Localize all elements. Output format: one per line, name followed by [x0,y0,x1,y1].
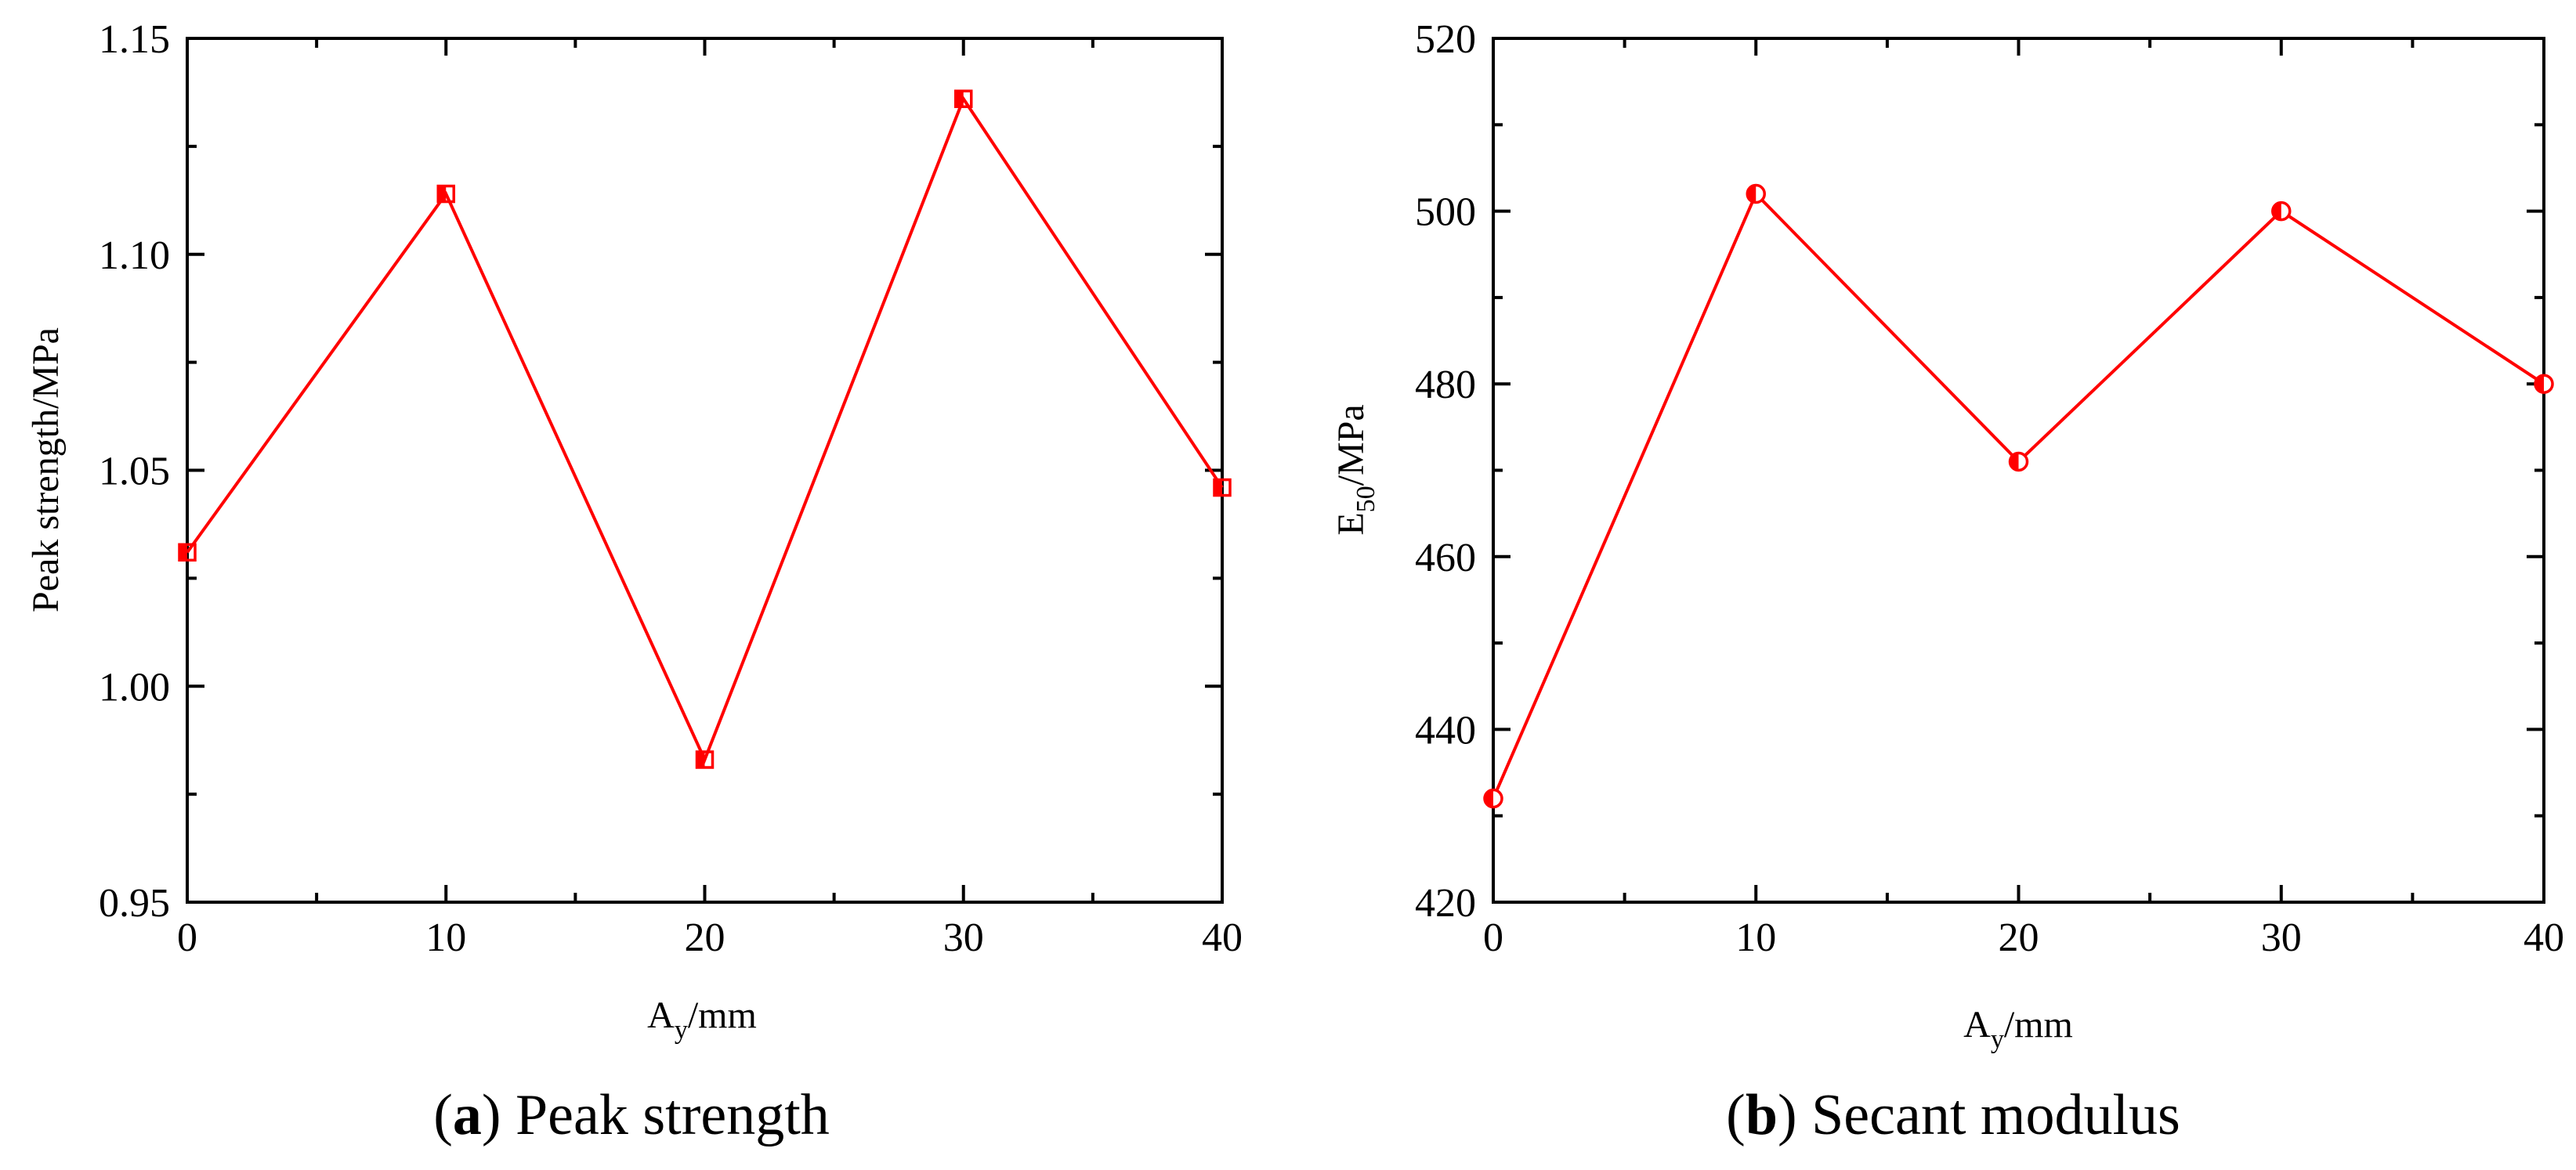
y-tick-label: 440 [1415,708,1476,753]
data-point [178,543,197,562]
y-tick-label: 1.05 [99,450,170,494]
x-tick-label: 20 [685,915,725,960]
series-a [178,89,1232,769]
caption-b: (b) Secant modulus [1726,1083,2180,1147]
data-point [2008,451,2029,472]
data-point [1746,183,1766,204]
data-point [1213,478,1232,497]
y-tick-label: 500 [1415,190,1476,235]
x-axis-label-b: Ay/mm [1963,1004,2073,1054]
x-tick-label: 30 [943,915,984,960]
x-tick-label: 40 [1202,915,1243,960]
x-tick-label: 0 [1483,915,1503,960]
series-line [186,95,1224,764]
x-tick-label: 0 [177,915,197,960]
x-tick-label: 40 [2524,915,2564,960]
ticks-a [186,37,1224,904]
data-point [954,89,973,108]
panel-a: 0.95 1.00 1.05 1.10 1.15 0 10 20 30 40 P… [25,17,1243,1147]
y-tick-label: 420 [1415,881,1476,926]
y-tick-label: 1.15 [99,17,170,62]
data-point [1483,788,1503,809]
ticks-b [1492,37,2545,904]
y-tick-labels-a: 0.95 1.00 1.05 1.10 1.15 [99,17,170,926]
data-point [2271,200,2292,222]
y-axis-label-b: E50/MPa [1330,404,1380,535]
panel-b: 420 440 460 480 500 520 0 10 20 30 40 E5… [1330,17,2564,1147]
x-tick-label: 20 [1999,915,2039,960]
data-point [436,184,455,204]
y-axis-label-a: Peak strength/MPa [25,327,67,612]
x-tick-labels-a: 0 10 20 30 40 [177,915,1243,960]
data-point [2534,374,2554,394]
series-b [1483,183,2554,809]
x-tick-label: 30 [2261,915,2302,960]
y-tick-label: 1.10 [99,233,170,278]
x-axis-label-a: Ay/mm [647,995,757,1045]
y-tick-label: 1.00 [99,665,170,710]
x-tick-label: 10 [425,915,466,960]
y-tick-label: 460 [1415,536,1476,580]
caption-a: (a) Peak strength [433,1083,830,1147]
series-line [1492,191,2545,800]
y-tick-label: 520 [1415,17,1476,62]
x-tick-label: 10 [1735,915,1776,960]
plot-frame-a [186,37,1224,904]
y-tick-labels-b: 420 440 460 480 500 520 [1415,17,1476,926]
x-tick-labels-b: 0 10 20 30 40 [1483,915,2564,960]
y-tick-label: 0.95 [99,881,170,926]
y-tick-label: 480 [1415,363,1476,407]
data-point [695,750,715,769]
